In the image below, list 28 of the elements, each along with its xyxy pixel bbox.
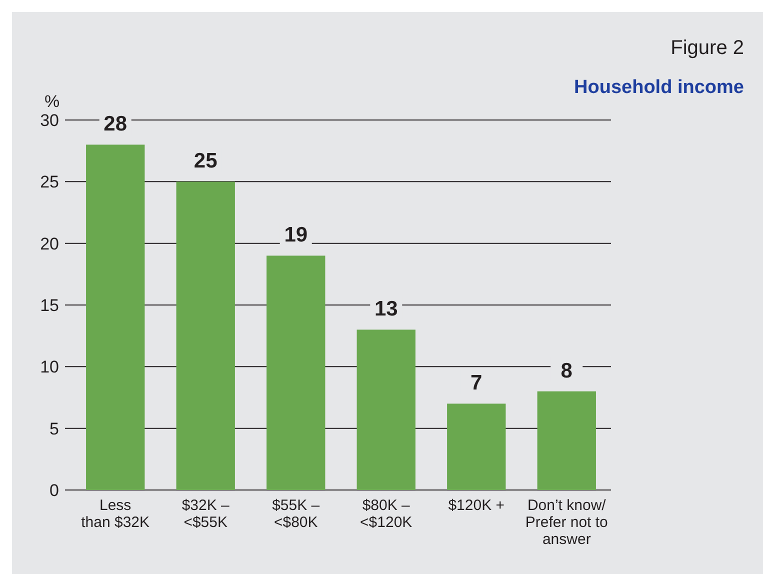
text: Household income xyxy=(574,77,744,98)
y-tick-label: 5 xyxy=(50,419,59,438)
data-label: 8 xyxy=(560,359,573,382)
bar xyxy=(356,330,416,490)
x-tick-label: $120K + xyxy=(448,497,505,514)
bar xyxy=(537,391,596,490)
y-tick-label: 15 xyxy=(40,296,59,315)
data-label: 7 xyxy=(470,372,482,395)
y-tick-label: 0 xyxy=(50,480,59,500)
x-tick-label: $80K – <$120K xyxy=(360,497,412,531)
bar xyxy=(447,404,506,490)
text: Figure 2 xyxy=(670,37,744,59)
x-tick-label: Less than $32K xyxy=(81,497,150,531)
y-tick-label: 25 xyxy=(40,172,59,192)
data-label: 19 xyxy=(284,224,308,247)
data-label: 25 xyxy=(194,150,218,173)
x-tick-label: Don’t know/ Prefer not to answer xyxy=(525,497,608,548)
x-tick-label: $32K – <$55K xyxy=(182,497,230,531)
y-tick-label: 20 xyxy=(40,234,59,254)
x-tick-label: $55K – <$80K xyxy=(272,497,320,531)
y-tick-label: 10 xyxy=(40,358,59,377)
bar xyxy=(86,144,145,490)
data-label: 13 xyxy=(374,298,398,321)
data-label: 28 xyxy=(104,112,128,136)
bar xyxy=(176,182,235,490)
y-axis-title: % xyxy=(44,92,60,111)
bar xyxy=(266,256,326,490)
y-tick-label: 30 xyxy=(40,110,59,130)
